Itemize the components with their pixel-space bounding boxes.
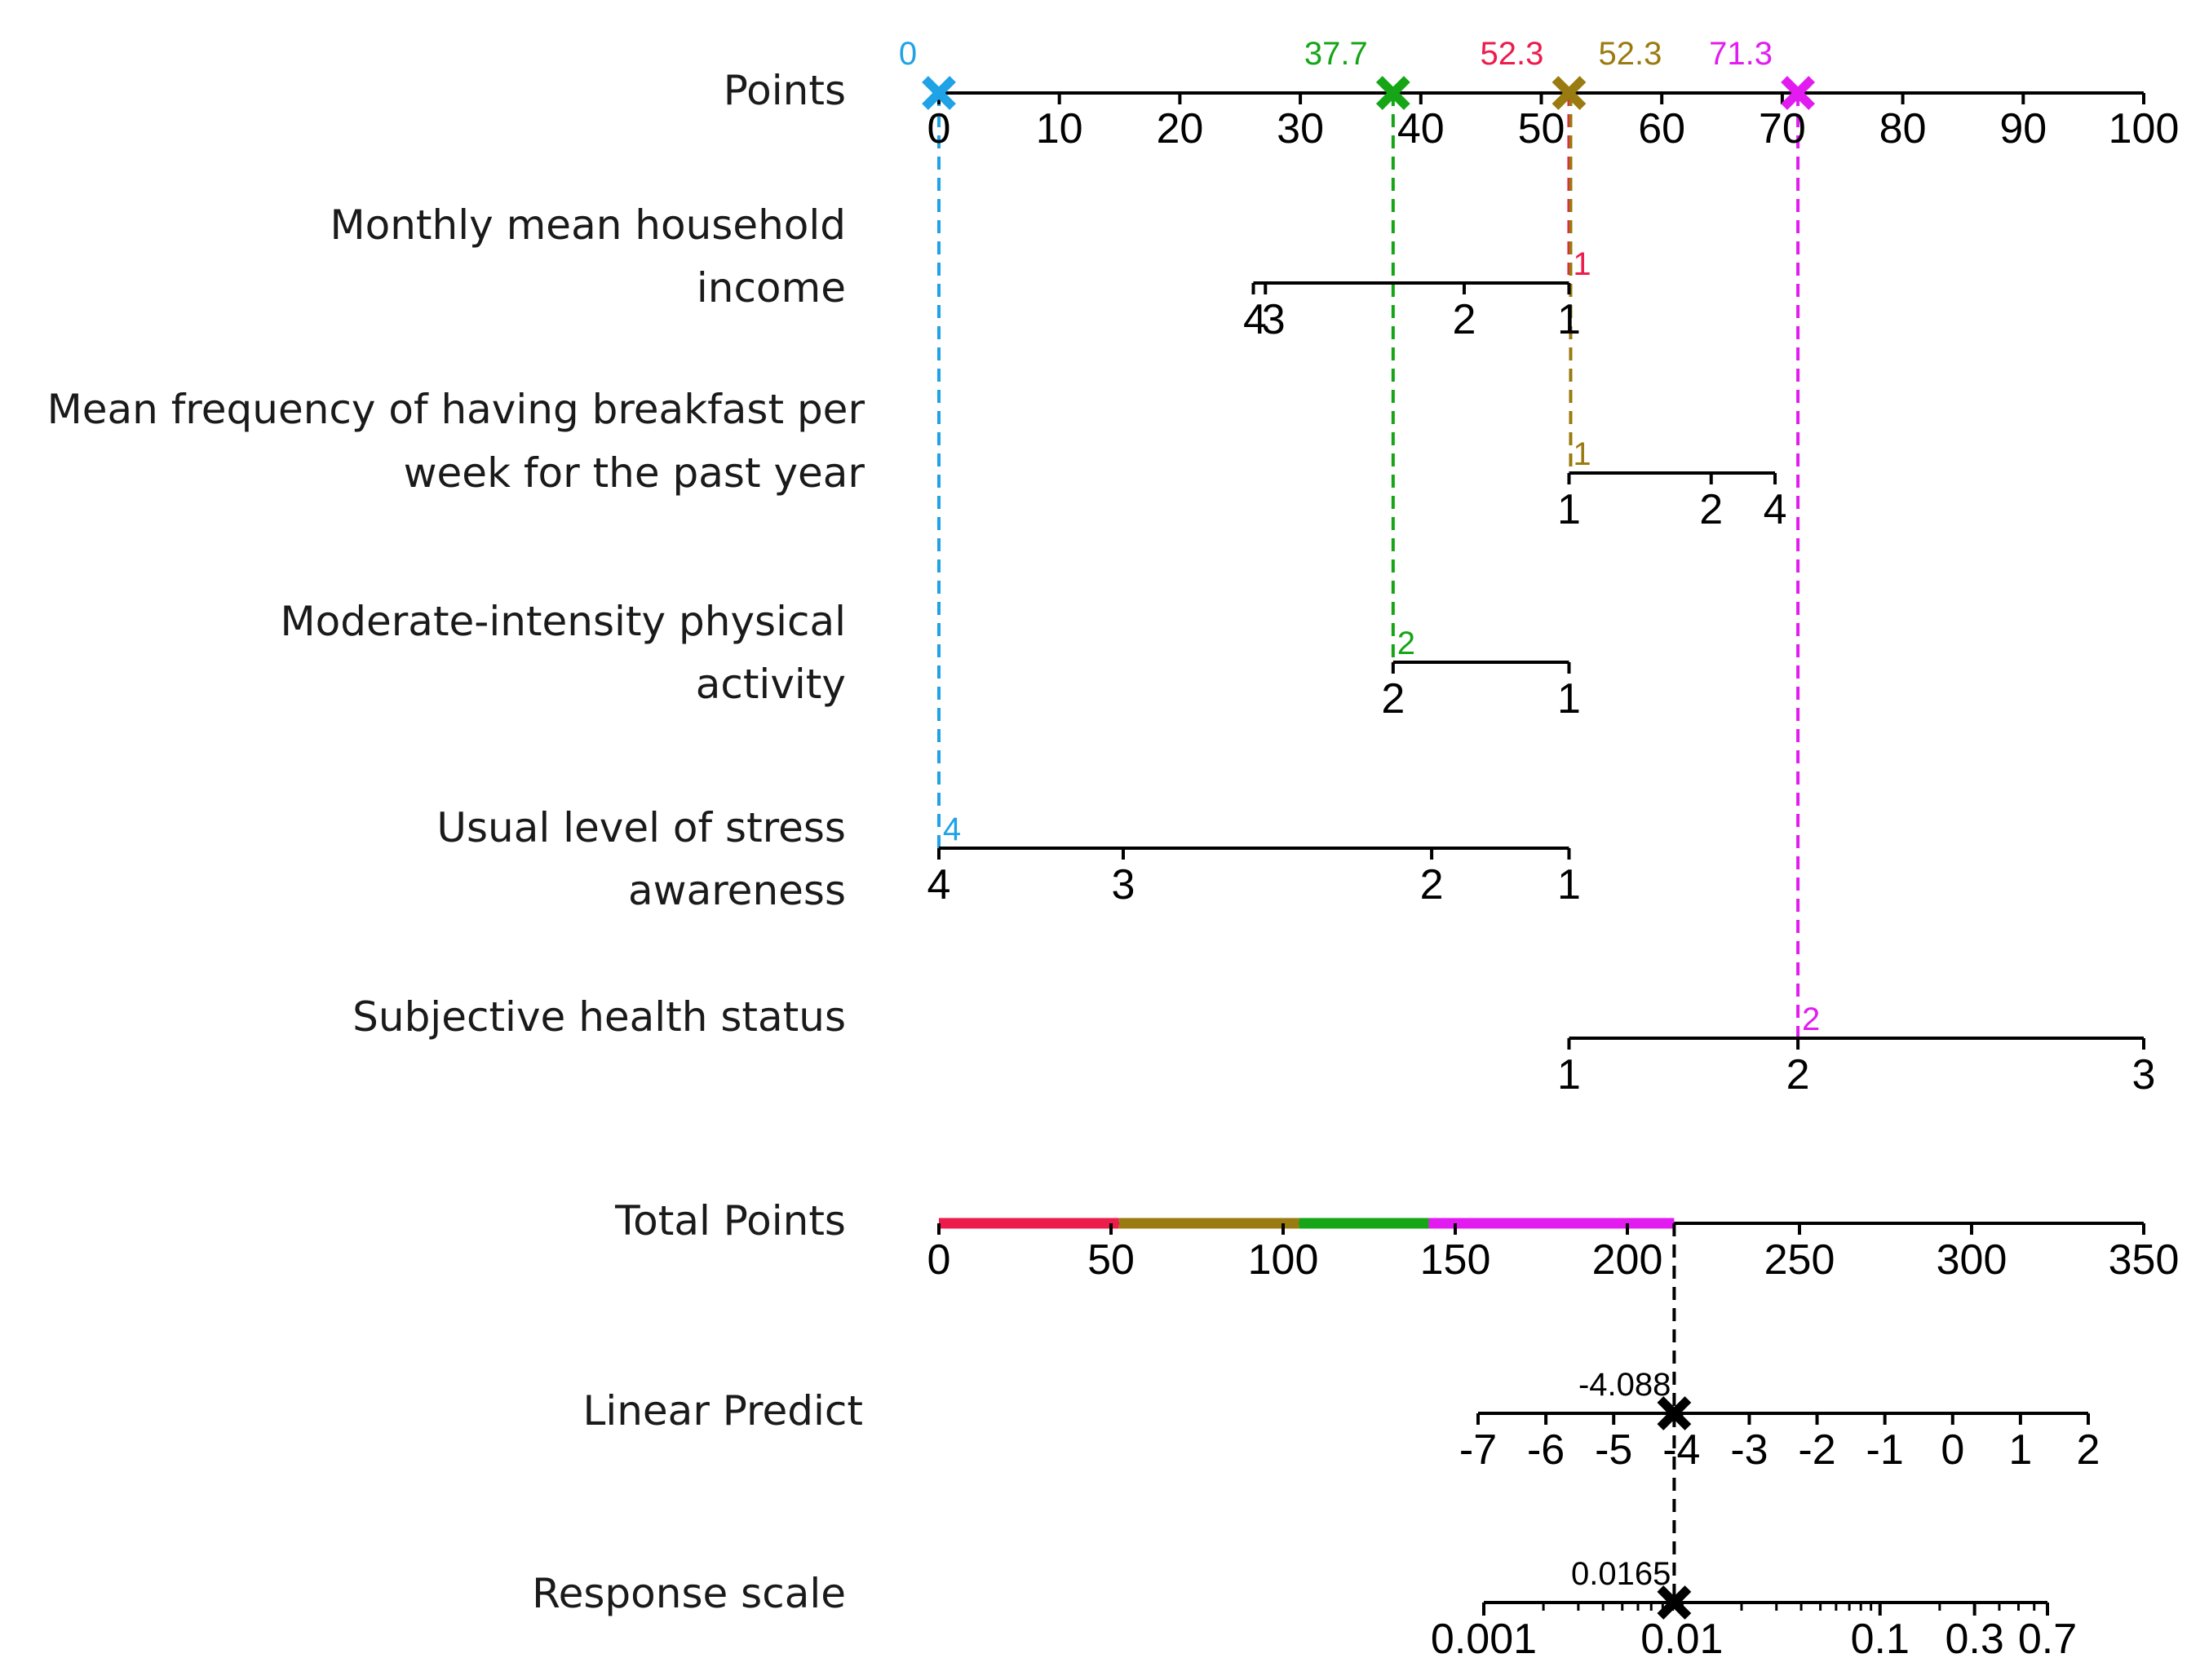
points-marker-value: 52.3 <box>1481 36 1544 72</box>
linear-predict-tick-label: -2 <box>1798 1426 1835 1474</box>
total-points-tick-label: 150 <box>1420 1236 1491 1284</box>
variable-label-1: Monthly mean household <box>330 201 846 249</box>
selected-level-label: 2 <box>1397 626 1415 661</box>
points-tick-label: 30 <box>1277 105 1324 153</box>
linear-predict-tick-label: -6 <box>1527 1426 1565 1474</box>
linear-predict-tick-label: -3 <box>1730 1426 1768 1474</box>
variable-level-label: 1 <box>1557 296 1581 343</box>
points-tick-label: 90 <box>1999 105 2047 153</box>
variable-level-label: 4 <box>1243 296 1267 343</box>
variable-level-label: 2 <box>1699 486 1723 533</box>
linear-predict-value: -4.088 <box>1578 1367 1671 1403</box>
response-scale-tick-label: 0.1 <box>1851 1616 1910 1663</box>
points-marker-obs1-stroke <box>1375 76 1410 110</box>
variable-level-label: 1 <box>1557 486 1581 533</box>
variable-level-label: 2 <box>1453 296 1476 343</box>
variable-level-label: 2 <box>1381 675 1405 723</box>
points-tick-label: 50 <box>1518 105 1565 153</box>
total-points-tick-label: 300 <box>1937 1236 2007 1284</box>
selected-level-label: 1 <box>1573 246 1591 282</box>
points-marker-value: 37.7 <box>1304 36 1368 72</box>
variable-level-label: 3 <box>2132 1051 2156 1099</box>
points-tick-label: 40 <box>1397 105 1445 153</box>
variable-level-label: 1 <box>1557 1051 1581 1099</box>
variable-level-label: 2 <box>1420 861 1444 909</box>
linear-predict-tick-label: -5 <box>1595 1426 1632 1474</box>
linear-predict-marker <box>1657 1396 1692 1430</box>
linear-predict-marker-stroke <box>1657 1396 1692 1430</box>
total-points-tick-label: 250 <box>1764 1236 1835 1284</box>
linear-predict-tick-label: -7 <box>1459 1426 1497 1474</box>
variable-level-label: 4 <box>927 861 951 909</box>
points-tick-label: 60 <box>1638 105 1685 153</box>
variable-level-label: 2 <box>1786 1051 1810 1099</box>
points-tick-label: 100 <box>2109 105 2180 153</box>
variable-label-2: Mean frequency of having breakfast per <box>47 386 865 433</box>
points-marker-obs0-stroke <box>922 76 956 110</box>
variable-label-2: week for the past year <box>404 449 865 497</box>
variable-level-label: 3 <box>1262 296 1286 343</box>
variable-label-4: awareness <box>628 867 846 914</box>
selected-level-label: 1 <box>1573 436 1591 472</box>
points-tick-label: 20 <box>1156 105 1203 153</box>
points-marker-obs0 <box>922 76 956 110</box>
response-scale-value: 0.0165 <box>1571 1556 1671 1592</box>
selected-level-label: 4 <box>943 811 961 847</box>
points-axis-label: Points <box>724 67 846 114</box>
variable-label-3: Moderate-intensity physical <box>281 598 846 645</box>
points-tick-label: 70 <box>1759 105 1806 153</box>
points-tick-label: 10 <box>1036 105 1083 153</box>
variable-label-1: income <box>697 264 846 312</box>
points-tick-label: 0 <box>927 105 951 153</box>
linear-predict-tick-label: 2 <box>2077 1426 2100 1474</box>
points-marker-obs4 <box>1781 76 1815 110</box>
variable-level-label: 1 <box>1557 861 1581 909</box>
total-points-tick-label: 50 <box>1087 1236 1135 1284</box>
variable-label-3: activity <box>696 661 846 708</box>
points-marker-value: 71.3 <box>1709 36 1773 72</box>
points-marker-value: 52.3 <box>1599 36 1662 72</box>
total-points-tick-label: 0 <box>927 1236 951 1284</box>
response-scale-tick-label: 0.001 <box>1431 1616 1537 1663</box>
variable-label-5: Subjective health status <box>352 993 846 1041</box>
points-tick-label: 80 <box>1879 105 1927 153</box>
total-points-tick-label: 350 <box>2109 1236 2180 1284</box>
variable-level-label: 1 <box>1557 675 1581 723</box>
response-scale-tick-label: 0.3 <box>1945 1616 2003 1663</box>
linear-predict-label: Linear Predict <box>582 1387 863 1435</box>
variable-level-label: 3 <box>1112 861 1135 909</box>
linear-predict-tick-label: -4 <box>1662 1426 1700 1474</box>
points-marker-obs1 <box>1375 76 1410 110</box>
total-points-tick-label: 200 <box>1592 1236 1663 1284</box>
total-points-label: Total Points <box>614 1197 846 1245</box>
linear-predict-tick-label: 1 <box>2008 1426 2032 1474</box>
points-marker-obs3 <box>1552 76 1587 110</box>
total-points-tick-label: 100 <box>1248 1236 1319 1284</box>
points-marker-obs3-stroke <box>1552 76 1587 110</box>
linear-predict-tick-label: 0 <box>1941 1426 1964 1474</box>
response-scale-tick-label: 0.7 <box>2018 1616 2077 1663</box>
points-marker-obs4-stroke <box>1781 76 1815 110</box>
variable-level-label: 4 <box>1764 486 1787 533</box>
variable-label-4: Usual level of stress <box>436 804 846 851</box>
response-scale-marker-stroke <box>1657 1585 1692 1620</box>
points-marker-value: 0 <box>899 36 917 72</box>
linear-predict-tick-label: -1 <box>1866 1426 1904 1474</box>
selected-level-label: 2 <box>1802 1001 1820 1037</box>
response-scale-tick-label: 0.01 <box>1640 1616 1723 1663</box>
response-scale-marker <box>1657 1585 1692 1620</box>
response-scale-label: Response scale <box>532 1570 846 1617</box>
